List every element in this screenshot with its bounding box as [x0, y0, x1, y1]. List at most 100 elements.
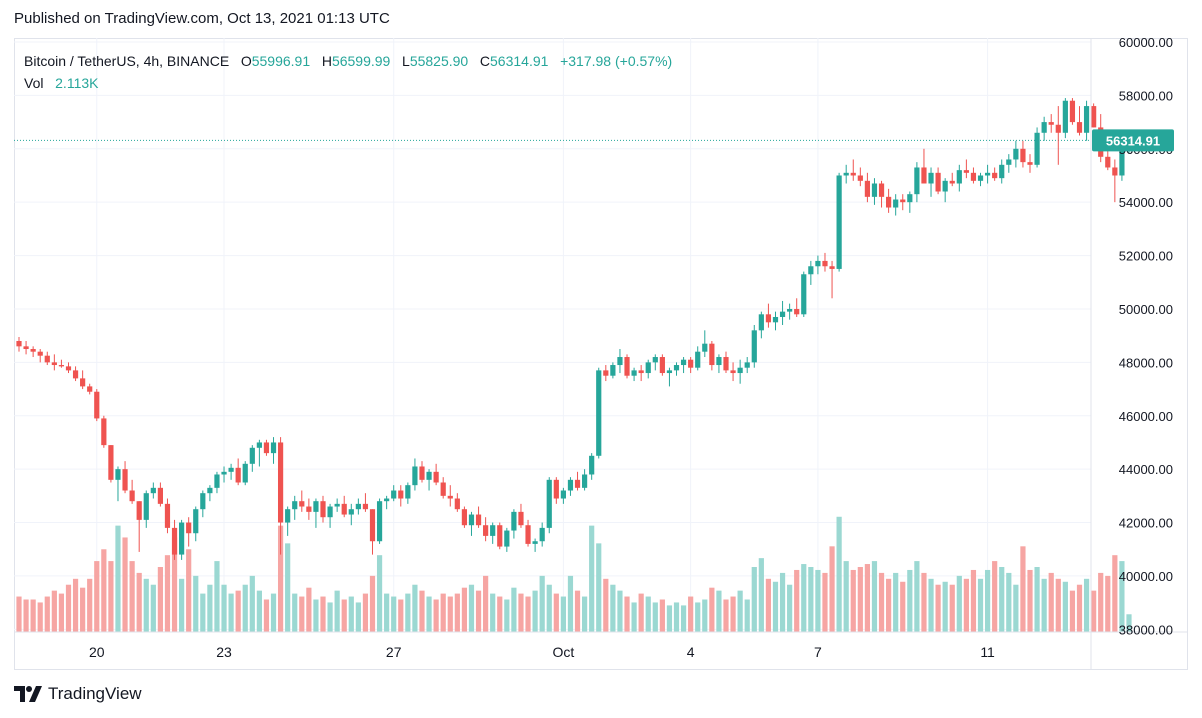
volume-bar	[419, 590, 425, 632]
volume-bar	[999, 567, 1005, 632]
volume-bar	[1112, 555, 1118, 632]
volume-bar	[801, 564, 807, 632]
volume-bar	[970, 569, 977, 632]
volume-bar	[596, 543, 602, 632]
candle-body	[299, 501, 305, 507]
candle-body	[1055, 124, 1061, 133]
candle-body	[836, 175, 842, 269]
volume-bar	[878, 572, 885, 632]
candle-body	[617, 357, 623, 366]
candle-body	[101, 418, 107, 446]
candle-body	[801, 274, 807, 315]
volume-bar	[270, 593, 277, 632]
candle-body	[306, 506, 312, 512]
volume-bar	[1027, 569, 1033, 632]
candle-body	[200, 493, 206, 510]
volume-bar	[532, 590, 538, 632]
time-axis: 20 23 27 Oct 4 7 11	[89, 644, 995, 660]
volume-bar	[1055, 578, 1061, 632]
x-tick-label: 11	[980, 644, 995, 660]
candle-body	[490, 525, 496, 536]
volume-bar	[1048, 572, 1054, 632]
chart-frame	[14, 38, 1188, 670]
candle-body	[787, 308, 793, 312]
volume-bar	[101, 549, 107, 632]
volume-bar	[949, 584, 955, 632]
candle-body	[454, 498, 460, 510]
candle-body	[511, 511, 517, 531]
volume-bar	[843, 561, 849, 632]
candle-body	[1083, 106, 1090, 133]
volume-bar	[369, 575, 376, 632]
candle-body	[136, 501, 142, 520]
volume-bar	[23, 599, 29, 632]
candle-body	[928, 172, 934, 184]
candle-body	[716, 357, 722, 366]
candle-body	[475, 514, 482, 526]
volume-bar	[193, 575, 199, 632]
candle-body	[518, 511, 524, 526]
candle-body	[999, 164, 1005, 179]
price-chart[interactable]: 60000.0058000.0056000.0054000.0052000.00…	[14, 38, 1188, 670]
volume-bar	[702, 599, 708, 632]
candle-body	[150, 487, 156, 494]
candle-body	[277, 442, 284, 523]
candle-body	[320, 501, 326, 518]
volume-bar	[829, 546, 835, 632]
candle-body	[1006, 159, 1012, 165]
candle-body	[263, 442, 270, 454]
volume-bar	[1013, 584, 1019, 632]
volume-bar	[334, 590, 340, 632]
chart-legend: Bitcoin / TetherUS, 4h, BINANCE O55996.9…	[24, 50, 672, 94]
volume-bar	[680, 605, 687, 632]
volume-bar	[794, 569, 800, 632]
candle-body	[921, 167, 927, 184]
candle-body	[405, 485, 411, 499]
volume-bar	[567, 575, 574, 632]
candle-body	[935, 172, 941, 192]
legend-low-label: L	[402, 53, 410, 69]
volume-bar	[277, 525, 284, 632]
candle-body	[249, 447, 255, 464]
legend-low: 55825.90	[409, 53, 469, 69]
volume-bar	[150, 584, 156, 632]
volume-bar	[235, 590, 241, 632]
candle-body	[58, 365, 65, 367]
volume-bar	[483, 575, 489, 632]
volume-bar	[1034, 567, 1040, 632]
candle-body	[369, 509, 376, 542]
candle-body	[765, 314, 772, 323]
volume-bar	[214, 561, 220, 632]
candle-body	[108, 445, 114, 480]
candle-body	[362, 503, 369, 510]
candle-body	[596, 370, 602, 456]
volume-bar	[1041, 578, 1047, 632]
legend-vol-label: Vol	[24, 75, 44, 91]
volume-bar	[730, 596, 736, 632]
y-tick-label: 50000.00	[1119, 302, 1173, 317]
candle-body	[808, 266, 814, 275]
volume-bar	[942, 581, 948, 632]
tradingview-logo[interactable]: TradingView	[14, 684, 142, 704]
candle-body	[398, 490, 404, 499]
candle-body	[1091, 106, 1097, 128]
candle-body	[822, 260, 828, 267]
candle-body	[546, 479, 552, 528]
volume-bar	[977, 578, 984, 632]
candle-body	[214, 474, 220, 488]
candle-body	[730, 370, 736, 374]
candle-body	[384, 498, 390, 502]
volume-bar	[115, 525, 121, 632]
volume-bar	[447, 596, 453, 632]
volume-bar	[603, 578, 609, 632]
volume-bar	[122, 537, 128, 632]
candle-body	[87, 386, 93, 392]
candle-body	[164, 503, 171, 528]
candle-body	[376, 501, 383, 542]
candle-body	[702, 343, 708, 352]
candle-body	[115, 469, 121, 480]
volume-bar	[617, 590, 623, 632]
logo-text: TradingView	[48, 684, 142, 703]
volume-bar	[143, 578, 149, 632]
candle-body	[900, 199, 906, 203]
